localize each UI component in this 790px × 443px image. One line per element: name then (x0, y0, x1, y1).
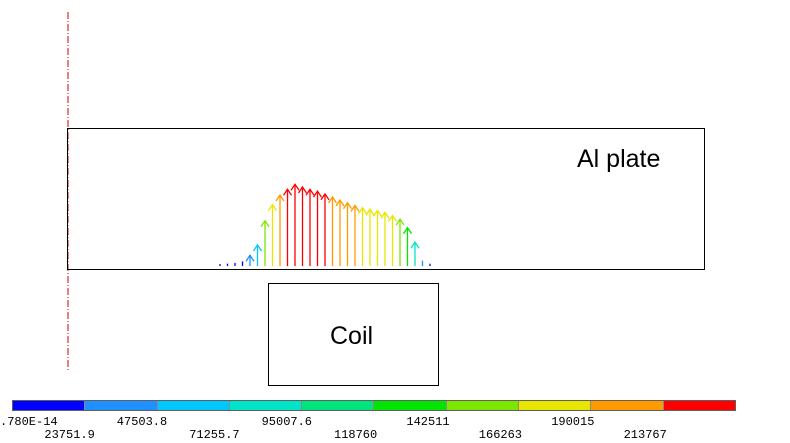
legend-swatch (13, 401, 85, 410)
legend-tick-label: 190015 (551, 415, 595, 429)
legend-tick-label: 47503.8 (116, 415, 168, 429)
field-vector-head (342, 201, 353, 210)
field-vector-head (260, 219, 270, 228)
legend-swatch (662, 401, 735, 410)
legend-tick-label: 213767 (623, 428, 667, 442)
field-vector-head (297, 185, 308, 194)
field-vector-head (275, 193, 285, 202)
field-vector-head (282, 188, 293, 196)
legend-tick-label: 142511 (406, 415, 450, 429)
field-vector-head (267, 203, 278, 211)
legend-swatch (518, 401, 591, 410)
field-vector-head (320, 192, 330, 201)
field-vectors (219, 183, 431, 266)
legend-swatch (301, 401, 374, 410)
field-vector-head (335, 198, 345, 207)
field-vector-head (395, 218, 405, 226)
field-vector-head (410, 241, 420, 249)
coil-outline (268, 283, 439, 386)
field-vector-head (305, 188, 315, 196)
legend-tick-label: 166263 (478, 428, 523, 442)
legend-swatch (373, 401, 446, 410)
coil-label: Coil (330, 322, 373, 350)
legend-swatch (590, 401, 663, 410)
field-vector-head (327, 195, 338, 204)
legend-swatch (156, 401, 229, 410)
legend-swatch (84, 401, 157, 410)
field-vector-head (387, 214, 398, 222)
legend-tick-label: 95007.6 (261, 415, 313, 429)
field-vector-head (365, 208, 375, 216)
legend-tick-label: 71255.7 (189, 428, 240, 442)
field-vector-head (252, 243, 263, 252)
al-plate-outline (67, 128, 705, 270)
field-vector-head (312, 190, 323, 198)
legend-swatch (228, 401, 302, 410)
field-vector-head (372, 209, 383, 217)
field-vector-head (357, 206, 368, 215)
legend-swatch (445, 401, 519, 410)
legend-tick-label: 23751.9 (44, 428, 95, 442)
field-vector-head (245, 254, 255, 262)
field-vector-head (402, 226, 413, 235)
legend-tick-label: .780E-14 (0, 415, 58, 429)
legend-tick-label: 118760 (334, 428, 378, 442)
field-vector-head (290, 183, 300, 191)
al-plate-label: Al plate (577, 145, 660, 173)
color-legend-bar (12, 400, 736, 411)
field-vector-head (380, 211, 390, 219)
field-vector-head (350, 204, 360, 212)
